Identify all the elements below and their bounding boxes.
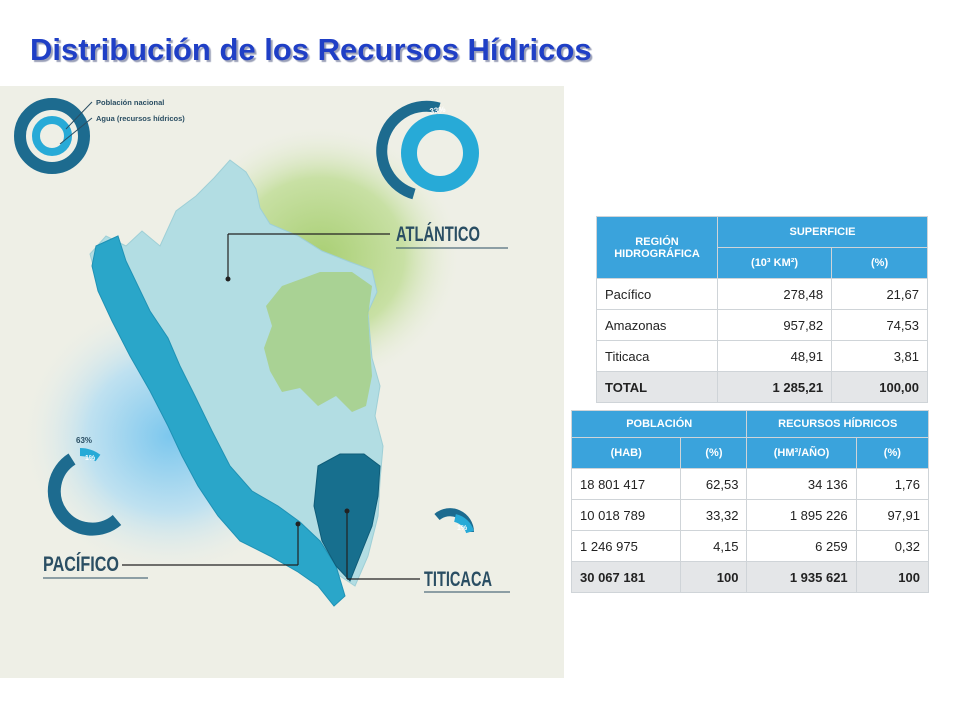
- legend-population-label: Población nacional: [96, 98, 164, 107]
- water-volume: 34 136: [746, 468, 857, 500]
- page-title: Distribución de los Recursos Hídricos: [30, 32, 592, 67]
- surface-pct: 74,53: [831, 309, 928, 341]
- table-row: 1 246 975 4,15 6 259 0,32: [570, 530, 930, 562]
- population-pct: 62,53: [680, 468, 748, 500]
- pacific-water-arc: [79, 448, 101, 462]
- total-population: 30 067 181: [570, 561, 682, 593]
- region-name: Amazonas: [596, 309, 718, 341]
- legend-water-ring: [32, 116, 72, 156]
- population-value: 1 246 975: [570, 530, 682, 562]
- surface-unit-header: (10³ KM²): [716, 247, 833, 279]
- population-header: POBLACIÓN: [570, 410, 748, 438]
- population-pct: 33,32: [680, 499, 748, 531]
- total-pct: 100,00: [831, 371, 928, 403]
- table-row: Amazonas 957,82 74,53: [596, 309, 928, 341]
- pacific-water-pct: 1%: [85, 455, 96, 462]
- population-value: 18 801 417: [570, 468, 682, 500]
- total-water-volume: 1 935 621: [746, 561, 857, 593]
- pacific-label: PACÍFICO: [43, 553, 119, 576]
- total-name: TOTAL: [596, 371, 718, 403]
- total-population-pct: 100: [680, 561, 748, 593]
- surface-pct-header: (%): [831, 247, 928, 279]
- total-row: TOTAL 1 285,21 100,00: [596, 371, 928, 403]
- total-water-pct: 100: [855, 561, 930, 593]
- region-name: Titicaca: [596, 340, 718, 372]
- water-pct: 0,32: [855, 530, 930, 562]
- titicaca-water-pct: 1%: [457, 525, 468, 532]
- population-pct-header: (%): [680, 437, 748, 469]
- surface-pct: 3,81: [831, 340, 928, 372]
- surface-pct: 21,67: [831, 278, 928, 310]
- surface-area: 957,82: [716, 309, 833, 341]
- water-volume: 6 259: [746, 530, 857, 562]
- table-row: Pacífico 278,48 21,67: [596, 278, 928, 310]
- table-row: 10 018 789 33,32 1 895 226 97,91: [570, 499, 930, 531]
- region-name: Pacífico: [596, 278, 718, 310]
- amazon-rainforest: [264, 272, 372, 412]
- pacific-region: [91, 235, 346, 607]
- surface-area: 278,48: [716, 278, 833, 310]
- water-resources-header: RECURSOS HÍDRICOS: [746, 410, 929, 438]
- titicaca-label: TITICACA: [424, 568, 492, 591]
- table-row: Titicaca 48,91 3,81: [596, 340, 928, 372]
- pacific-population-pct: 63%: [76, 436, 92, 445]
- atlantic-population-arc: [376, 100, 441, 200]
- hab-header: (HAB): [570, 437, 682, 469]
- surface-area: 48,91: [716, 340, 833, 372]
- total-area: 1 285,21: [716, 371, 833, 403]
- population-water-table: POBLACIÓN RECURSOS HÍDRICOS (HAB) (%) (H…: [570, 410, 930, 593]
- surface-header: SUPERFICIE: [717, 216, 928, 248]
- titicaca-water-arc: [453, 514, 474, 534]
- table-row: 18 801 417 62,53 34 136 1,76: [570, 468, 930, 500]
- population-pct: 4,15: [680, 530, 748, 562]
- infographic-svg: Población nacional Agua (recursos hídric…: [0, 86, 564, 678]
- water-volume: 1 895 226: [746, 499, 857, 531]
- legend-water-label: Agua (recursos hídricos): [96, 114, 185, 123]
- atlantic-label: ATLÁNTICO: [396, 223, 480, 246]
- legend-population-ring: [14, 98, 90, 174]
- surface-table: REGIÓN HIDROGRÁFICA SUPERFICIE (10³ KM²)…: [596, 216, 928, 403]
- water-pct: 1,76: [855, 468, 930, 500]
- water-pct: 97,91: [855, 499, 930, 531]
- total-row: 30 067 181 100 1 935 621 100: [570, 561, 930, 593]
- peru-water-infographic: Población nacional Agua (recursos hídric…: [0, 86, 564, 678]
- water-volume-header: (HM³/AÑO): [746, 437, 857, 469]
- water-pct-header: (%): [855, 437, 930, 469]
- atlantic-water-ring: [401, 114, 479, 192]
- pacific-population-arc: [47, 453, 122, 536]
- region-header: REGIÓN HIDROGRÁFICA: [596, 216, 718, 279]
- population-value: 10 018 789: [570, 499, 682, 531]
- atlantic-population-pct: 33%: [429, 105, 446, 116]
